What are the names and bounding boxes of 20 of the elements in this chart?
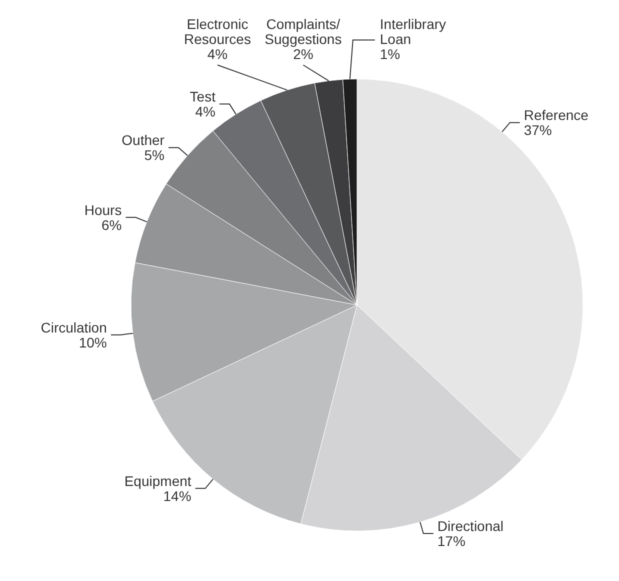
slice-label: Interlibrary Loan xyxy=(380,16,446,47)
data-label: 10% xyxy=(78,334,107,350)
slice-label: Directional xyxy=(437,518,504,534)
data-label: 6% xyxy=(101,216,122,233)
slice-label: Circulation xyxy=(40,319,107,336)
data-label: 4% xyxy=(195,104,216,120)
data-label: 17% xyxy=(437,533,466,550)
slice-label: Hours xyxy=(84,202,122,218)
slice-label: Test xyxy=(190,88,216,105)
slice-label: Equipment xyxy=(124,472,192,489)
data-label: 37% xyxy=(524,122,552,138)
slice-label: Complaints/ Suggestions xyxy=(264,16,342,47)
data-label: 1% xyxy=(380,46,400,62)
data-label: 14% xyxy=(163,488,192,504)
data-label: 5% xyxy=(144,147,164,164)
slice-label: Electronic Resources xyxy=(184,16,251,47)
slice-label: Outher xyxy=(122,132,165,148)
data-label: 4% xyxy=(207,46,228,62)
data-label: 2% xyxy=(293,46,314,62)
slice-label: Reference xyxy=(524,107,589,124)
